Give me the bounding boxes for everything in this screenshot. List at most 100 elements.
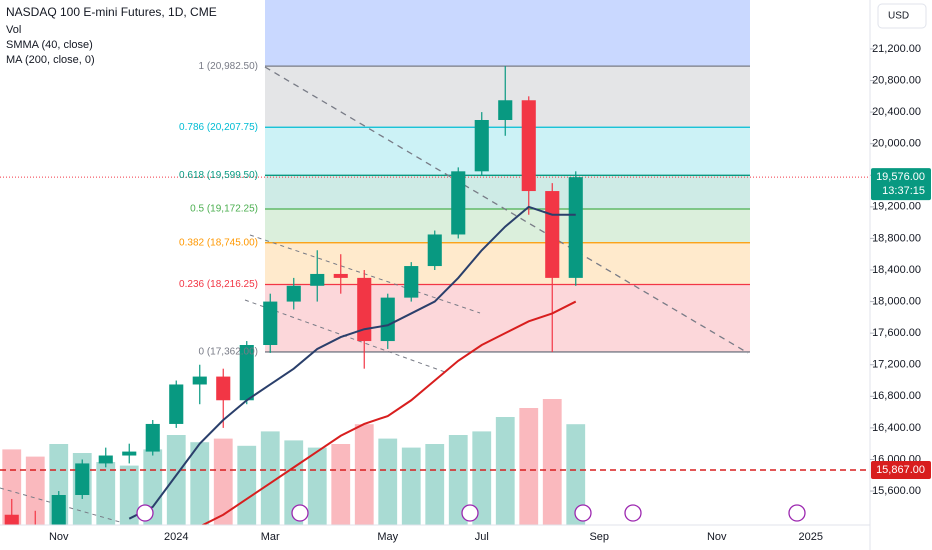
candle-body xyxy=(498,100,513,120)
plot xyxy=(0,66,870,539)
candle-body xyxy=(310,273,325,286)
candle-body xyxy=(4,514,19,525)
currency-button[interactable] xyxy=(877,3,927,29)
x-tick-label: May xyxy=(377,531,398,543)
volume-bar xyxy=(566,424,586,525)
volume-bar xyxy=(472,431,492,525)
volume-bar xyxy=(378,438,398,525)
volume-bar xyxy=(2,449,22,525)
alert-price-box xyxy=(871,460,931,479)
candle-body xyxy=(239,345,254,401)
volume-bar xyxy=(354,424,374,525)
fib-label: 0.382 (18,745.00) xyxy=(179,237,258,248)
fib-zone xyxy=(265,242,750,285)
candle-body xyxy=(216,376,231,401)
x-tick-label: Nov xyxy=(707,531,727,543)
volume-bar xyxy=(307,447,327,525)
candle-body xyxy=(263,301,278,345)
y-tick-label: 20,000.00 xyxy=(872,138,921,150)
volume-pane xyxy=(2,399,586,525)
volume-bar xyxy=(519,408,539,525)
y-tick-label: 18,000.00 xyxy=(872,295,921,307)
axes: 15,600.0016,000.0016,400.0016,800.0017,2… xyxy=(49,43,931,543)
volume-bar xyxy=(260,431,280,525)
y-tick-label: 21,200.00 xyxy=(872,43,921,55)
candle-body xyxy=(545,191,560,278)
y-tick-label: 18,800.00 xyxy=(872,232,921,244)
fib-label: 0.786 (20,207.75) xyxy=(179,122,258,133)
volume-bar xyxy=(213,438,233,525)
x-tick-label: Sep xyxy=(589,531,609,543)
candle-body xyxy=(145,423,160,452)
event-icon[interactable] xyxy=(461,504,479,522)
candle-body xyxy=(404,266,419,298)
fib-zones xyxy=(265,0,750,353)
candle-body xyxy=(122,451,137,456)
candle-body xyxy=(474,120,489,172)
candle-body xyxy=(357,277,372,342)
chart-title: NASDAQ 100 E-mini Futures, 1D, CME xyxy=(6,5,217,19)
y-tick-label: 17,600.00 xyxy=(872,327,921,339)
event-icon[interactable] xyxy=(788,504,806,522)
trend-line xyxy=(264,66,749,354)
event-icon[interactable] xyxy=(136,504,154,522)
candle-body xyxy=(192,376,207,385)
volume-bar xyxy=(119,465,139,525)
volume-bar xyxy=(166,435,186,525)
candle-body xyxy=(333,273,348,278)
x-tick-label: Nov xyxy=(49,531,69,543)
indicator-line xyxy=(128,205,576,520)
candle-body xyxy=(568,177,583,278)
currency-label: USD xyxy=(888,11,909,22)
fib-label: 0.618 (19,599.50) xyxy=(179,170,258,181)
y-tick-label: 20,400.00 xyxy=(872,106,921,118)
fib-label: 0.236 (18,216.25) xyxy=(179,279,258,290)
y-tick-label: 19,200.00 xyxy=(872,201,921,213)
fib-zone xyxy=(265,175,750,210)
y-tick-label: 15,600.00 xyxy=(872,485,921,497)
fib-zone xyxy=(265,284,750,352)
y-tick-label: 16,400.00 xyxy=(872,422,921,434)
volume-bar xyxy=(190,442,210,525)
legend-entry: Vol xyxy=(6,24,21,36)
volume-bar xyxy=(542,399,562,525)
volume-bar xyxy=(495,417,515,525)
candle-body xyxy=(286,285,301,302)
candle-body xyxy=(521,100,536,192)
current-price-label: 19,576.00 xyxy=(876,171,925,183)
volume-bar xyxy=(425,444,445,525)
candle-body xyxy=(380,297,395,342)
y-tick-label: 20,800.00 xyxy=(872,74,921,86)
candle-body xyxy=(51,495,66,525)
event-icon[interactable] xyxy=(574,504,592,522)
fib-zone xyxy=(265,0,750,67)
event-icon[interactable] xyxy=(291,504,309,522)
volume-bar xyxy=(331,444,351,525)
x-tick-label: 2025 xyxy=(799,531,823,543)
legend-entry: SMMA (40, close) xyxy=(6,39,93,51)
y-tick-label: 16,800.00 xyxy=(872,390,921,402)
countdown-label: 13:37:15 xyxy=(882,185,925,197)
candle-body xyxy=(75,463,90,495)
volume-bar xyxy=(25,456,45,525)
candle-body xyxy=(169,384,184,424)
y-tick-label: 17,200.00 xyxy=(872,359,921,371)
fib-label: 0.5 (19,172.25) xyxy=(190,204,258,215)
fib-zone xyxy=(265,127,750,176)
x-tick-label: 2024 xyxy=(164,531,188,543)
trend-line xyxy=(249,234,481,314)
current-price-box xyxy=(871,168,931,201)
candle-body xyxy=(451,171,466,235)
volume-bar xyxy=(284,440,304,525)
volume-bar xyxy=(401,447,421,525)
volume-bar xyxy=(237,445,257,525)
legend-entry: MA (200, close, 0) xyxy=(6,54,95,66)
alert-price-label: 15,867.00 xyxy=(876,464,925,476)
y-tick-label: 18,400.00 xyxy=(872,264,921,276)
event-icon[interactable] xyxy=(624,504,642,522)
volume-bar xyxy=(96,462,116,525)
candle-body xyxy=(28,527,42,539)
indicator-line xyxy=(200,300,577,525)
